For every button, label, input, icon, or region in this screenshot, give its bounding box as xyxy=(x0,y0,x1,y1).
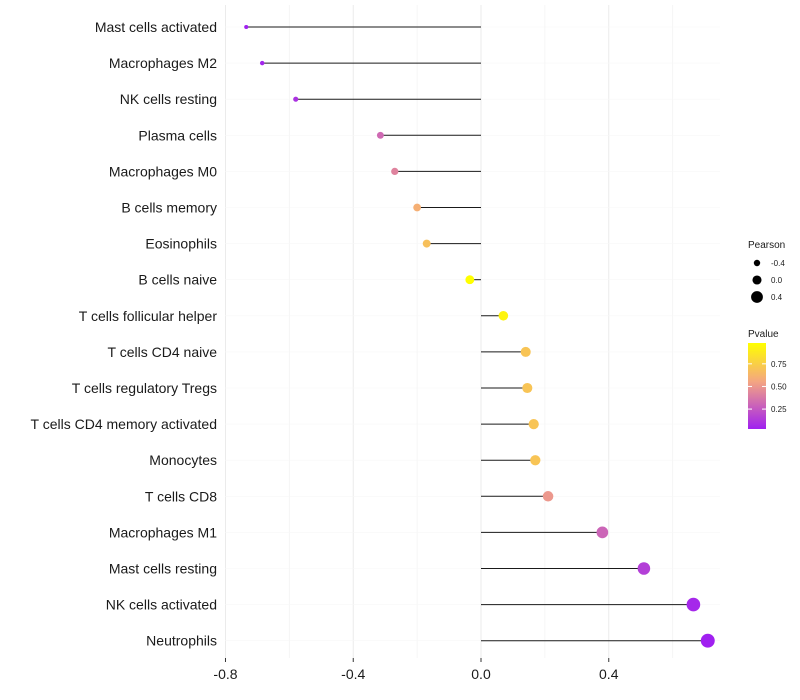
size-legend-key xyxy=(753,259,761,267)
x-tick-label: 0.4 xyxy=(599,666,619,682)
size-legend-label: 0.4 xyxy=(771,293,783,302)
x-axis-ticks: -0.8 -0.4 0.0 0.4 xyxy=(213,658,619,682)
category-label: Monocytes xyxy=(149,452,217,468)
color-legend-label: 0.75 xyxy=(771,360,787,369)
data-point xyxy=(391,167,399,176)
grid-lines xyxy=(224,5,720,658)
category-label: Neutrophils xyxy=(146,633,217,649)
category-label: T cells CD4 memory activated xyxy=(31,416,217,432)
category-label: Macrophages M1 xyxy=(109,524,217,540)
category-label: T cells follicular helper xyxy=(79,308,218,324)
color-legend: Pvalue 0.25 0.50 0.75 xyxy=(748,329,787,429)
data-point xyxy=(637,562,651,575)
category-label: B cells naive xyxy=(138,272,217,288)
category-label: T cells CD8 xyxy=(145,488,217,504)
data-point xyxy=(530,455,541,466)
data-point xyxy=(422,239,431,248)
size-legend-title: Pearson xyxy=(748,240,785,251)
data-point xyxy=(520,346,531,357)
category-label: T cells regulatory Tregs xyxy=(72,380,217,396)
category-label: Eosinophils xyxy=(145,236,217,252)
data-point xyxy=(244,24,249,30)
x-tick-label: -0.4 xyxy=(341,666,365,682)
data-point xyxy=(376,131,384,139)
category-labels: Mast cells activated Macrophages M2 NK cel… xyxy=(31,19,218,649)
category-label: T cells CD4 naive xyxy=(108,344,218,360)
category-label: NK cells activated xyxy=(106,597,217,613)
data-point xyxy=(522,382,533,394)
size-legend-label: -0.4 xyxy=(771,259,785,268)
data-point xyxy=(542,491,554,502)
stems xyxy=(246,26,708,642)
data-point xyxy=(259,60,265,66)
color-legend-label: 0.25 xyxy=(771,405,787,414)
color-legend-label: 0.50 xyxy=(771,382,787,391)
x-tick-label: 0.0 xyxy=(471,666,491,682)
category-label: Macrophages M0 xyxy=(109,163,217,179)
data-point xyxy=(413,203,421,212)
data-point xyxy=(498,311,509,321)
category-label: Mast cells activated xyxy=(95,19,217,35)
x-tick-label: -0.8 xyxy=(213,666,237,682)
color-legend-title: Pvalue xyxy=(748,329,779,340)
category-label: Macrophages M2 xyxy=(109,55,217,71)
points xyxy=(244,24,715,648)
size-legend-label: 0.0 xyxy=(771,276,783,285)
category-label: NK cells resting xyxy=(120,91,217,107)
category-label: B cells memory xyxy=(121,200,217,216)
data-point xyxy=(686,597,701,612)
legend: Pearson -0.4 0.0 0.4 Pvalue 0.25 0.50 0.75 xyxy=(748,240,787,429)
data-point xyxy=(596,526,609,539)
size-legend-key xyxy=(752,275,762,285)
size-legend: Pearson -0.4 0.0 0.4 xyxy=(748,240,785,303)
color-legend-bar xyxy=(748,343,766,429)
data-point xyxy=(293,96,299,102)
data-point xyxy=(700,633,715,648)
category-label: Mast cells resting xyxy=(109,561,217,577)
data-point xyxy=(465,275,475,285)
category-label: Plasma cells xyxy=(138,127,217,143)
size-legend-key xyxy=(751,291,763,303)
data-point xyxy=(528,418,539,430)
